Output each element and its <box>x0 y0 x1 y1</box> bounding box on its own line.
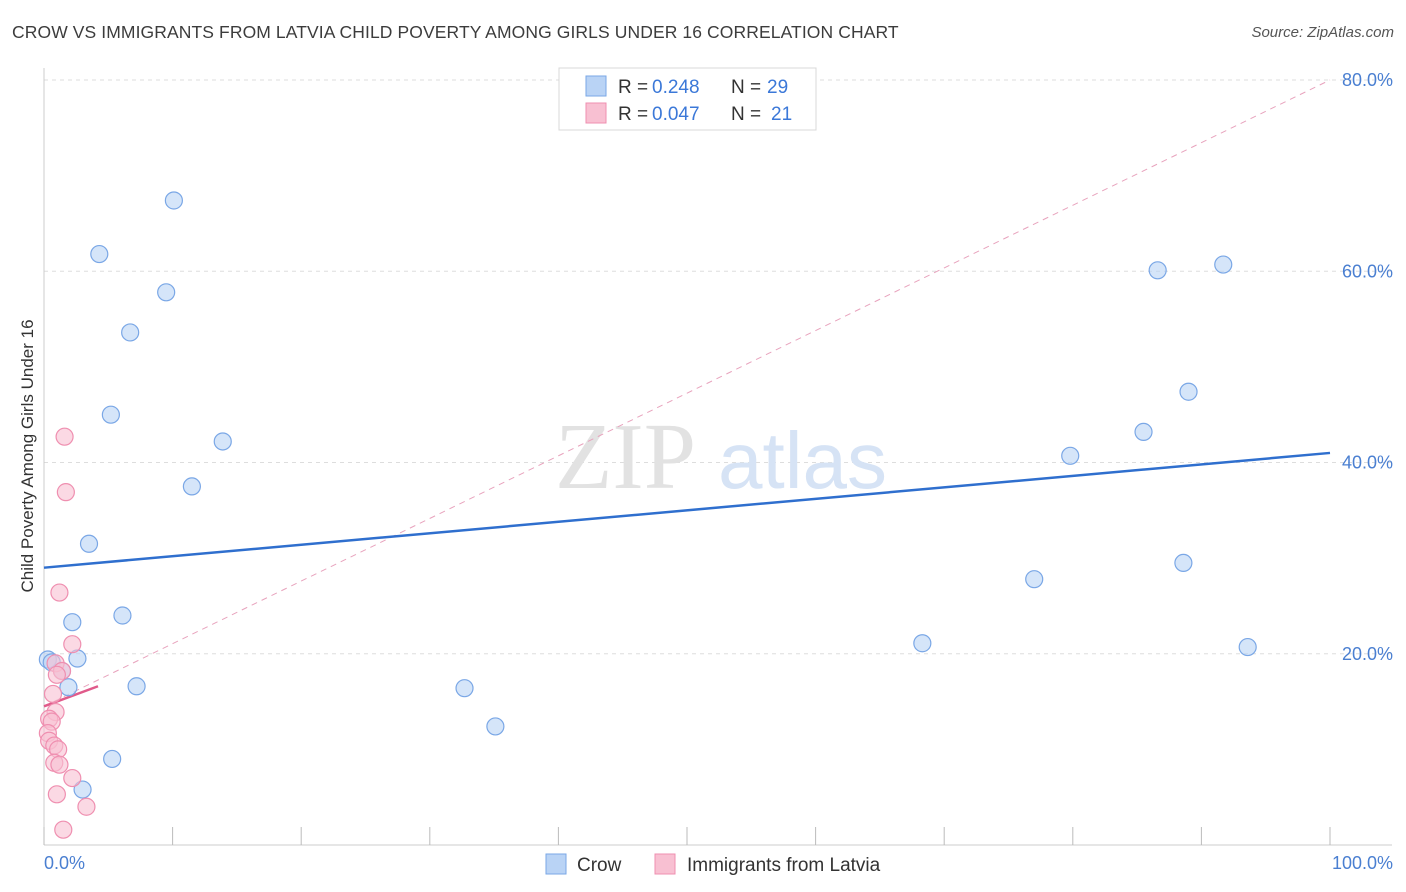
legend-r-label: R = <box>618 104 648 125</box>
y-axis-label: Child Poverty Among Girls Under 16 <box>18 319 37 592</box>
crow-point <box>1174 553 1193 573</box>
legend-r-value: 0.047 <box>652 104 700 125</box>
latvia-point <box>43 684 63 704</box>
chart-title: CROW VS IMMIGRANTS FROM LATVIA CHILD POV… <box>12 22 899 42</box>
source-label: Source: ZipAtlas.com <box>1251 24 1394 41</box>
crow-point <box>103 749 122 769</box>
latvia-point <box>63 635 82 654</box>
legend-n-label: N = <box>731 104 761 125</box>
crow-point <box>1134 422 1153 441</box>
crow-point <box>113 606 132 625</box>
bottom-legend-label-crow: Crow <box>577 855 622 876</box>
legend-swatch-latvia <box>585 102 607 124</box>
crow-point <box>1214 255 1233 274</box>
trend-lines <box>43 79 1331 708</box>
crow-point <box>182 477 201 496</box>
latvia-point <box>77 797 96 816</box>
latvia-point <box>56 483 75 502</box>
crow-point <box>157 283 176 302</box>
crow-point <box>90 244 109 264</box>
crow-point <box>1238 637 1257 657</box>
bottom-legend-swatch-latvia <box>654 853 676 875</box>
watermark-zip: ZIP <box>555 405 696 509</box>
latvia-point <box>50 583 69 602</box>
crow-point <box>213 432 232 451</box>
x-tick-label: 0.0% <box>44 853 85 873</box>
x-tick-label: 100.0% <box>1332 853 1393 873</box>
latvia-trend-extended <box>43 79 1331 707</box>
crow-point <box>1179 382 1198 401</box>
y-tick-label: 20.0% <box>1342 644 1393 664</box>
watermark-atlas: atlas <box>718 416 887 505</box>
legend-row-latvia: R = 0.047 N = 21 <box>585 102 792 125</box>
latvia-point <box>47 665 66 684</box>
legend-r-value: 0.248 <box>652 77 700 98</box>
legend-n-value: 21 <box>771 104 792 125</box>
crow-trend-line <box>43 451 1331 569</box>
crow-point <box>455 679 474 698</box>
latvia-point <box>47 785 66 804</box>
crow-point <box>486 717 505 736</box>
crow-point <box>164 191 183 210</box>
latvia-point <box>54 820 73 839</box>
y-tick-label: 60.0% <box>1342 261 1393 281</box>
latvia-point <box>63 768 82 788</box>
legend-r-label: R = <box>618 77 648 98</box>
y-tick-label: 40.0% <box>1342 453 1393 473</box>
bottom-legend-label-latvia: Immigrants from Latvia <box>687 855 881 876</box>
tick-labels: 20.0% 40.0% 60.0% 80.0% 0.0% 100.0% <box>44 70 1393 873</box>
crow-point <box>73 780 92 799</box>
grid-lines <box>44 79 1392 655</box>
legend-n-value: 29 <box>767 77 788 98</box>
crow-point <box>79 534 99 553</box>
crow-point <box>1061 446 1080 465</box>
bottom-legend-swatch-crow <box>545 853 567 875</box>
data-points <box>38 191 1257 839</box>
crow-point <box>1025 570 1044 589</box>
crow-point <box>1148 261 1167 280</box>
legend-row-crow: R = 0.248 N = 29 <box>585 75 788 98</box>
watermark: ZIP atlas <box>555 405 887 509</box>
legend-swatch-crow <box>585 75 607 97</box>
crow-point <box>127 677 146 696</box>
latvia-point <box>50 755 69 774</box>
crow-point <box>913 634 932 653</box>
crow-point <box>101 405 120 424</box>
top-legend: R = 0.248 N = 29 R = 0.047 N = 21 <box>558 67 817 131</box>
crow-point <box>121 323 140 342</box>
y-tick-label: 80.0% <box>1342 70 1393 90</box>
bottom-legend: Crow Immigrants from Latvia <box>545 853 881 876</box>
latvia-point <box>55 427 74 446</box>
crow-point <box>59 678 78 697</box>
crow-point <box>63 613 82 632</box>
legend-n-label: N = <box>731 77 761 98</box>
